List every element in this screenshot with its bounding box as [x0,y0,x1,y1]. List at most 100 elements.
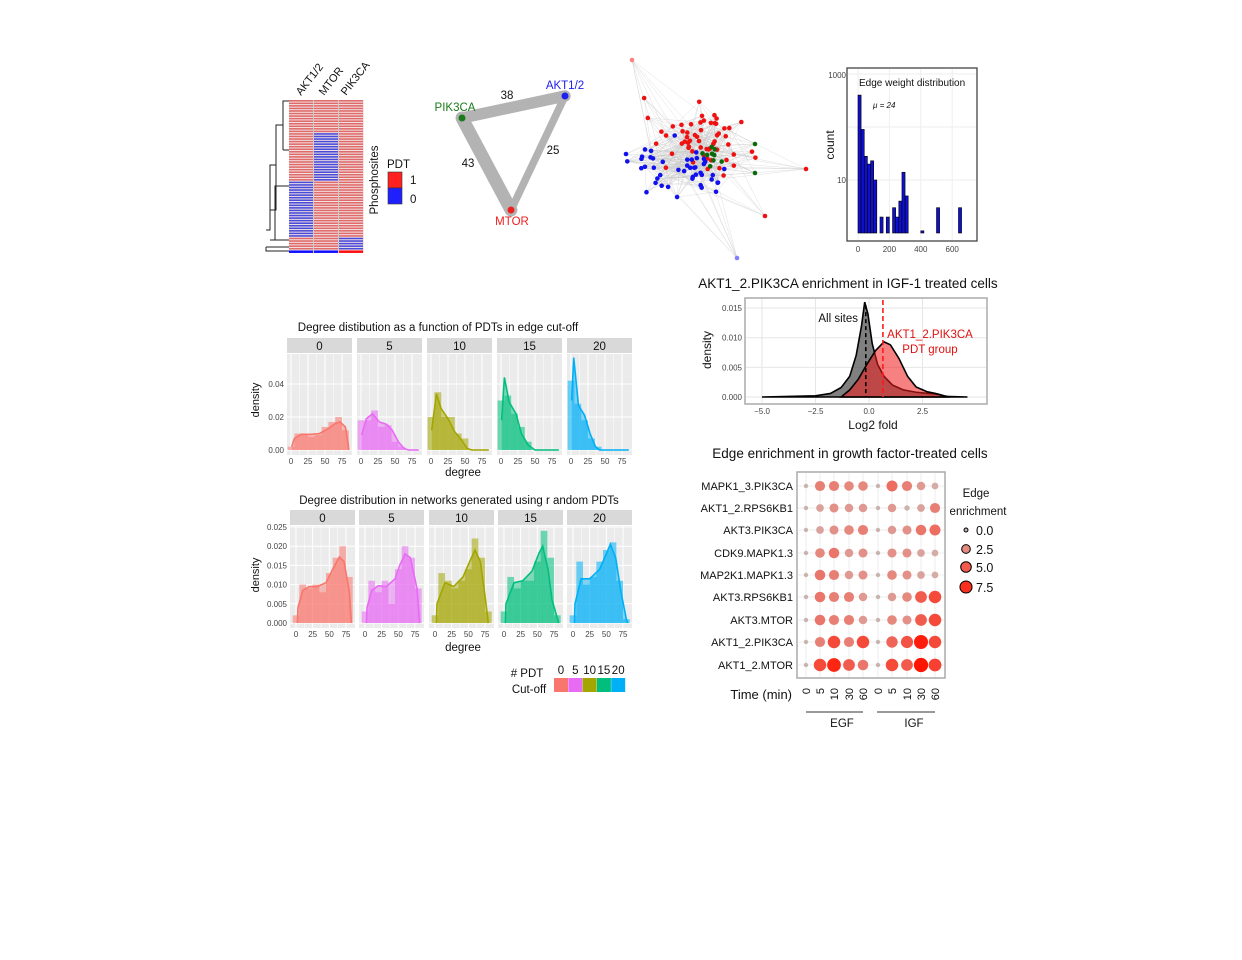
time-label: 30 [844,688,856,700]
heatmap-cell [314,105,338,107]
heatmap-ylabel: Phosphosites [369,145,381,214]
x-tick-label: 75 [618,457,627,466]
network-node [684,163,690,168]
facet-strip-label: 20 [593,341,606,353]
heatmap-cell [289,110,313,112]
heatmap-cell [289,194,313,196]
enrichment-dot [902,592,912,602]
x-tick-label: 75 [619,630,628,639]
heatmap-cell [339,224,363,227]
network-node [663,133,669,138]
x-tick-label: 25 [447,630,456,639]
density-curve [573,542,629,624]
heatmap-cell [289,202,313,204]
histogram-bar [520,580,528,623]
network-edge [455,111,518,217]
network-edge [507,92,569,214]
network-node [726,142,731,147]
heatmap-cell [289,214,313,217]
x-tick-label: 0 [571,630,576,639]
heatmap-cell [314,179,338,181]
histogram-bar [936,207,940,234]
network-node [624,159,630,164]
heatmap-cell [289,166,313,168]
heatmap-cell [339,232,363,235]
heatmap-cell [339,107,363,110]
enrichment-dot [803,572,809,578]
heatmap-cell [339,128,363,130]
histogram-bar [514,588,521,623]
network-edge [690,124,766,217]
heatmap-cell [314,214,338,217]
x-tick-label: 0 [499,457,504,466]
network-node [681,168,687,174]
network-edge [662,161,702,188]
histogram-bar [534,561,541,623]
enrichment-dot [857,524,869,536]
network-node [665,184,671,190]
density-area [431,393,489,450]
heatmap-cell [339,217,363,219]
heatmap-cell [314,156,338,158]
histogram-bar [306,588,313,623]
heatmap-cell [339,110,363,112]
network-node [727,125,732,131]
x-tick-label: 50 [601,457,610,466]
y-tick-label: 0.04 [268,380,284,389]
heatmap-cell [314,151,338,153]
heatmap-cell [314,135,338,138]
heatmap-cell [314,240,338,242]
heatmap-cell [339,202,363,204]
x-tick-label: 75 [411,630,420,639]
network-node [663,165,669,171]
network-edge [706,154,766,217]
heatmap-cell [314,145,338,148]
network-node [713,189,719,195]
cutoff-legend-label: 20 [612,665,625,677]
heatmap-cell [339,204,363,207]
heatmap-cell [314,237,338,240]
density-title: AKT1_2.PIK3CA enrichment in IGF-1 treate… [698,276,998,291]
enrichment-dot [816,526,824,534]
heatmap-cell [339,191,363,194]
heatmap-cell [314,100,338,102]
histogram-bar [879,216,884,234]
enrichment-dot [857,659,869,671]
enrichment-dot [814,480,826,492]
network-node [696,138,702,144]
heatmap-cell [314,202,338,204]
time-label: 0 [801,688,813,694]
histogram-bar [454,433,462,450]
heatmap-cell [339,176,363,179]
network-edge [715,168,720,192]
node-label-akt: AKT1/2 [546,80,584,92]
y-tick-label: 0.02 [268,413,284,422]
heatmap-cell [339,166,363,168]
heatmap-cell [339,112,363,115]
enrichment-dot [917,549,925,557]
heatmap-cell [314,191,338,194]
network-edge [646,122,701,193]
histogram-bar [312,584,320,623]
x-tick-label: 25 [444,457,453,466]
density-xlabel: Log2 fold [848,418,897,432]
pdt-triangle-network: 38 25 43 PIK3CA AKT1/2 MTOR [435,80,585,228]
histogram-bar [527,580,535,623]
heatmap-cell [289,209,313,212]
network-node [698,127,704,133]
node-label-pik3ca: PIK3CA [435,102,476,114]
network-edge [677,191,717,198]
heatmap-cell [289,156,313,158]
heatmap-cell [314,158,338,161]
enrichment-dot [815,548,825,558]
histogram-bar [287,446,295,450]
time-label: 60 [858,688,870,700]
heatmap-cell [289,217,313,219]
network-edge [714,122,756,145]
x-tick-label: 25 [585,630,594,639]
histogram-bar [438,573,446,623]
network-node [629,57,635,63]
histogram-bar [301,433,308,450]
dotplot-legend-title: Edge [963,488,990,500]
